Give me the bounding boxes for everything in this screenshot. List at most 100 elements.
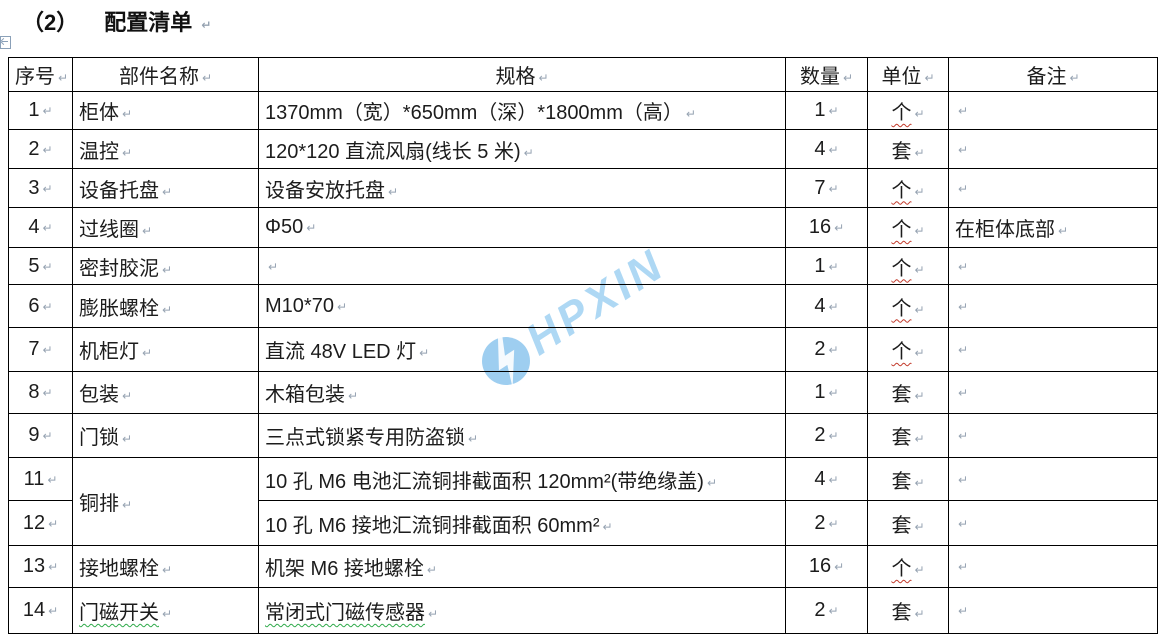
cell-seq: 11 ↵: [8, 457, 73, 501]
cell-spec: ↵: [258, 247, 786, 285]
cell-part-name: 过线圈 ↵: [72, 207, 259, 248]
paragraph-mark: ↵: [48, 560, 59, 574]
page-title: （2） 配置清单 ↵: [22, 5, 211, 37]
cell-spec: 机架 M6 接地螺栓 ↵: [258, 545, 786, 588]
table-row: 1 ↵ 柜体 ↵ 1370mm（宽）*650mm（深）*1800mm（高） ↵ 1 ↵ …: [8, 91, 1158, 130]
paragraph-mark: ↵: [42, 104, 53, 118]
table-row: 2 ↵ 温控 ↵ 120*120 直流风扇(线长 5 米) ↵ 4 ↵ 套 ↵ ↵: [8, 129, 1158, 169]
table-row: 11 ↵ 铜排 ↵ 10 孔 M6 电池汇流铜排截面积 120mm²(带绝缘盖) ↵ …: [8, 457, 1158, 546]
paragraph-mark: ↵: [122, 498, 133, 512]
paragraph-mark: ↵: [828, 604, 839, 618]
header-seq: 序号 ↵: [8, 57, 73, 92]
paragraph-mark: ↵: [706, 475, 717, 490]
table-row: 13 ↵ 接地螺栓 ↵ 机架 M6 接地螺栓 ↵ 16 ↵ 个 ↵ ↵: [8, 545, 1158, 588]
paragraph-mark: ↵: [122, 389, 133, 403]
header-unit: 单位 ↵: [867, 57, 949, 92]
paragraph-mark: ↵: [685, 107, 696, 121]
paragraph-mark: ↵: [538, 71, 549, 85]
paragraph-mark: ↵: [958, 560, 969, 574]
paragraph-mark: ↵: [42, 299, 53, 314]
paragraph-mark: ↵: [201, 18, 212, 32]
cell-part-name: 门锁 ↵: [72, 413, 259, 458]
paragraph-mark: ↵: [142, 346, 153, 360]
paragraph-mark: ↵: [914, 346, 925, 360]
cell-seq: 13 ↵: [8, 545, 73, 588]
paragraph-mark: ↵: [914, 302, 925, 317]
paragraph-mark: ↵: [142, 224, 153, 238]
table-row: 4 ↵ 过线圈 ↵ Φ50 ↵ 16 ↵ 个 ↵ 在柜体底部 ↵: [8, 207, 1158, 248]
table-row: 12 ↵ 10 孔 M6 接地汇流铜排截面积 60mm² ↵ 2 ↵ 套 ↵ ↵: [8, 500, 1158, 546]
paragraph-mark: ↵: [828, 104, 839, 118]
header-qty: 数量 ↵: [785, 57, 868, 92]
paragraph-mark: ↵: [914, 107, 925, 121]
paragraph-mark: ↵: [426, 563, 437, 577]
cell-note: ↵: [948, 413, 1158, 458]
cell-note: ↵: [948, 587, 1158, 634]
cell-unit: 个 ↵: [867, 327, 949, 372]
cell-unit: 个 ↵: [867, 284, 949, 328]
cell-spec: M10*70 ↵: [258, 284, 786, 328]
config-list-table: 序号 ↵ 部件名称 ↵ 规格 ↵ 数量 ↵ 单位 ↵ 备注 ↵ 1 ↵ 柜体 ↵ 1370mm（…: [8, 57, 1158, 634]
cell-spec: 10 孔 M6 电池汇流铜排截面积 120mm²(带绝缘盖) ↵: [258, 457, 786, 501]
paragraph-mark: ↵: [914, 519, 925, 534]
cell-qty: 16 ↵: [785, 545, 868, 588]
cell-seq: 2 ↵: [8, 129, 73, 169]
cell-note: ↵: [948, 327, 1158, 372]
cell-note: ↵: [948, 91, 1158, 130]
cell-qty: 7 ↵: [785, 168, 868, 208]
paragraph-mark: ↵: [914, 563, 925, 577]
cell-spec: 1370mm（宽）*650mm（深）*1800mm（高） ↵: [258, 91, 786, 130]
cell-spec: Φ50 ↵: [258, 207, 786, 248]
paragraph-mark: ↵: [914, 607, 925, 621]
cell-seq: 5 ↵: [8, 247, 73, 285]
paragraph-mark: ↵: [914, 475, 925, 490]
table-anchor-icon: [0, 36, 11, 49]
paragraph-mark: ↵: [828, 259, 839, 274]
cell-part-name: 接地螺栓 ↵: [72, 545, 259, 588]
paragraph-mark: ↵: [958, 429, 969, 443]
paragraph-mark: ↵: [122, 107, 133, 121]
cell-part-name: 门磁开关 ↵: [72, 587, 259, 634]
cell-part-name: 温控 ↵: [72, 129, 259, 169]
cell-part-name: 设备托盘 ↵: [72, 168, 259, 208]
table-row: 3 ↵ 设备托盘 ↵ 设备安放托盘 ↵ 7 ↵ 个 ↵ ↵: [8, 168, 1158, 208]
cell-qty: 2 ↵: [785, 587, 868, 634]
paragraph-mark: ↵: [47, 472, 58, 487]
cell-qty: 1 ↵: [785, 247, 868, 285]
cell-note: ↵: [948, 500, 1158, 546]
cell-spec: 10 孔 M6 接地汇流铜排截面积 60mm² ↵: [258, 500, 786, 546]
paragraph-mark: ↵: [1069, 71, 1080, 85]
table-row: 5 ↵ 密封胶泥 ↵ ↵ 1 ↵ 个 ↵ ↵: [8, 247, 1158, 285]
paragraph-mark: ↵: [162, 607, 173, 621]
paragraph-mark: ↵: [48, 604, 59, 618]
paragraph-mark: ↵: [162, 563, 173, 577]
table-row: 14 ↵ 门磁开关 ↵ 常闭式门磁传感器 ↵ 2 ↵ 套 ↵ ↵: [8, 587, 1158, 634]
cell-qty: 1 ↵: [785, 371, 868, 414]
paragraph-mark: ↵: [468, 432, 479, 446]
paragraph-mark: ↵: [924, 71, 935, 85]
cell-unit: 套 ↵: [867, 500, 949, 546]
cell-spec: 120*120 直流风扇(线长 5 米) ↵: [258, 129, 786, 169]
paragraph-mark: ↵: [828, 386, 839, 400]
paragraph-mark: ↵: [42, 386, 53, 400]
paragraph-mark: ↵: [428, 607, 439, 621]
paragraph-mark: ↵: [834, 221, 845, 235]
paragraph-mark: ↵: [828, 343, 839, 357]
paragraph-mark: ↵: [58, 71, 69, 85]
paragraph-mark: ↵: [958, 259, 969, 274]
cell-note: ↵: [948, 545, 1158, 588]
cell-part-name: 密封胶泥 ↵: [72, 247, 259, 285]
cell-unit: 套 ↵: [867, 371, 949, 414]
paragraph-mark: ↵: [914, 145, 925, 160]
paragraph-mark: ↵: [828, 516, 839, 531]
cell-spec: 三点式锁紧专用防盗锁 ↵: [258, 413, 786, 458]
paragraph-mark: ↵: [958, 181, 969, 196]
cell-unit: 个 ↵: [867, 207, 949, 248]
cell-spec: 直流 48V LED 灯 ↵: [258, 327, 786, 372]
cell-spec: 木箱包装 ↵: [258, 371, 786, 414]
header-part-name: 部件名称 ↵: [72, 57, 259, 92]
paragraph-mark: ↵: [842, 71, 854, 85]
paragraph-mark: ↵: [42, 429, 53, 443]
paragraph-mark: ↵: [914, 184, 925, 199]
cell-unit: 个 ↵: [867, 168, 949, 208]
